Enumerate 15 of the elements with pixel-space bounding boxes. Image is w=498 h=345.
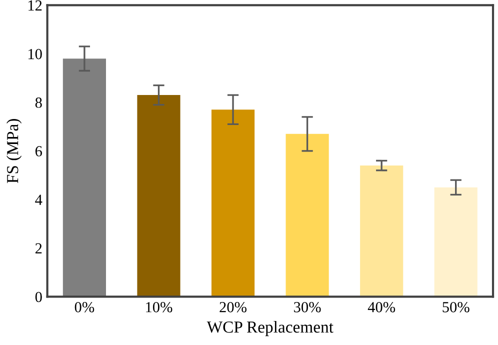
- y-axis-title: FS (MPa): [6, 119, 22, 184]
- y-tick-label: 10: [28, 48, 42, 60]
- y-tick-label: 0: [35, 292, 42, 302]
- y-tick-label: 8: [35, 97, 42, 108]
- x-axis-title: WCP Replacement: [206, 320, 334, 336]
- x-tick-label: 10%: [146, 302, 172, 312]
- x-tick-label: 40%: [368, 302, 396, 312]
- y-tick-label: 6: [35, 146, 42, 156]
- y-tick-label: 12: [28, 0, 42, 10]
- x-tick-label: 30%: [294, 302, 321, 312]
- x-tick-label: 50%: [442, 302, 470, 312]
- y-tick-label: 2: [35, 243, 42, 254]
- x-tick-label: 0%: [74, 302, 94, 312]
- y-tick-label: 4: [35, 194, 42, 205]
- x-tick-label: 20%: [220, 302, 247, 312]
